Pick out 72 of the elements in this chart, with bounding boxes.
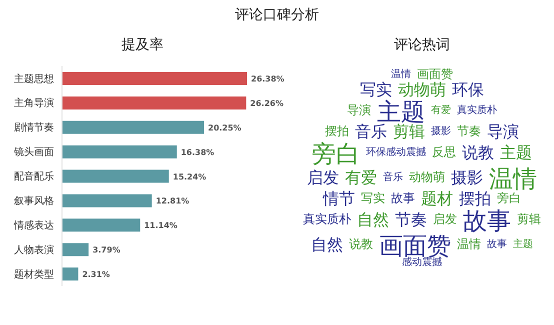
text: 导演 — [347, 103, 371, 117]
text: 主题 — [513, 238, 533, 250]
text: 环保 — [452, 80, 484, 99]
bar — [62, 96, 246, 110]
text: 温情 — [391, 68, 411, 80]
data-label: 11.14% — [144, 221, 178, 230]
text: 旁白 — [497, 191, 521, 205]
text: 故事 — [487, 238, 507, 250]
y-tick-label: 镜头画面 — [13, 146, 54, 158]
text: 有爱 — [345, 168, 377, 187]
text: 剪辑 — [393, 122, 425, 141]
bar — [62, 145, 177, 158]
text: 自然 — [357, 210, 389, 229]
text: 温情 — [457, 237, 481, 251]
text: 主题 — [500, 143, 532, 162]
text: 节奏 — [457, 124, 481, 138]
bar — [62, 170, 169, 183]
chart-title: 提及率 — [120, 36, 164, 54]
text: 动物萌 — [409, 170, 445, 184]
data-label: 26.38% — [251, 74, 284, 84]
text: 故事 — [391, 191, 415, 205]
text: 启发 — [433, 212, 457, 226]
bar — [62, 194, 152, 208]
data-label: 12.81% — [156, 196, 190, 206]
text: 摄影 — [431, 125, 451, 137]
text: 说教 — [462, 143, 494, 162]
text: 反思 — [432, 145, 456, 159]
y-tick-label: 叙事风格 — [14, 194, 54, 207]
text: 题材 — [421, 189, 453, 208]
text: 摆拍 — [459, 189, 491, 208]
text: 自然 — [311, 235, 343, 254]
text: 写实 — [360, 80, 392, 99]
y-tick-label: 人物表演 — [14, 244, 54, 256]
text: 动物萌 — [398, 80, 446, 99]
bar — [62, 72, 247, 85]
text: 说教 — [349, 237, 373, 251]
bar — [62, 243, 89, 256]
text: 评论口碑分析 — [234, 6, 320, 24]
text: 启发 — [307, 168, 339, 187]
text: 有爱 — [431, 104, 451, 116]
text: 旁白 — [312, 140, 360, 168]
data-label: 26.26% — [250, 98, 284, 108]
text: 音乐 — [355, 122, 387, 141]
text: 画面赞 — [417, 67, 453, 81]
text: 音乐 — [383, 171, 403, 183]
text: 故事 — [463, 207, 511, 235]
text: 环保感动震撼 — [366, 146, 426, 158]
text: 真实质朴 — [303, 212, 351, 226]
text: 剪辑 — [517, 212, 541, 226]
y-tick-label: 主角导演 — [14, 97, 54, 110]
text: 情节 — [322, 189, 355, 208]
text: 摄影 — [451, 168, 483, 187]
data-label: 20.25% — [208, 123, 242, 132]
bar — [62, 268, 78, 281]
text: 节奏 — [395, 210, 427, 229]
y-tick-label: 题材类型 — [14, 268, 54, 280]
bar — [62, 218, 140, 232]
data-label: 2.31% — [82, 270, 110, 280]
text: 真实质朴 — [457, 104, 497, 116]
data-label: 16.38% — [180, 148, 214, 157]
text: 写实 — [361, 191, 385, 205]
text: 评论热词 — [393, 36, 451, 54]
text: 导演 — [487, 122, 519, 141]
text: 摆拍 — [325, 124, 349, 138]
bar — [62, 120, 204, 134]
y-tick-label: 主题思想 — [14, 72, 54, 85]
data-label: 15.24% — [172, 172, 206, 182]
y-tick-label: 配音配乐 — [14, 170, 54, 183]
text: 温情 — [489, 165, 537, 193]
data-label: 3.79% — [92, 246, 120, 255]
y-tick-label: 剧情节奏 — [14, 122, 54, 134]
y-tick-label: 情感表达 — [13, 219, 54, 232]
